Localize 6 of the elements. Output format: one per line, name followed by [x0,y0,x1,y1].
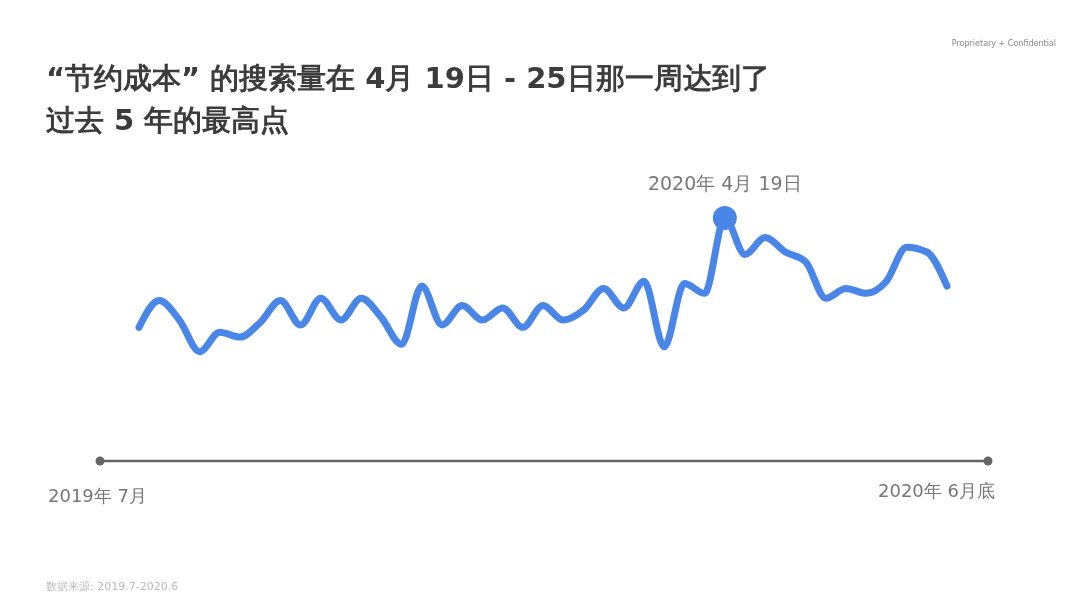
chart-title: “节约成本” 的搜索量在 4月 19日 - 25日那一周达到了过去 5 年的最高点 [46,61,770,137]
annotation: 2020年 4月 19日 [647,172,802,194]
text: 2020年 6月底 [878,480,995,501]
source-note: 数据来源: 2019.7-2020.6 [46,580,179,593]
text: Proprietary + Confidential [951,39,1056,48]
text: 2019年 7月 [48,485,147,506]
